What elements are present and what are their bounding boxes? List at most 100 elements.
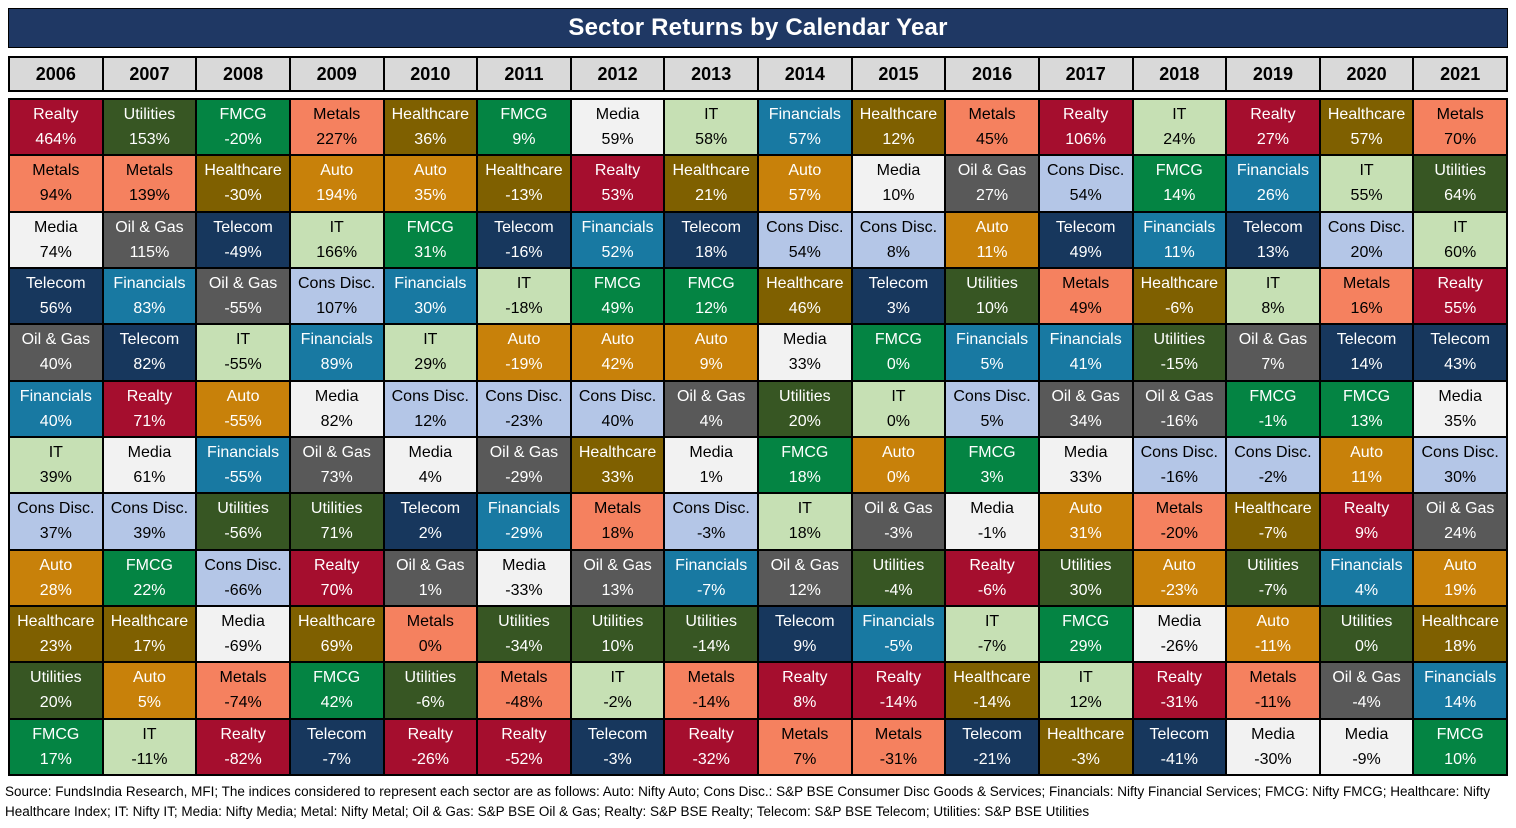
sector-cell: Healthcare -6%	[1133, 268, 1226, 324]
sector-return-value: 2%	[418, 525, 442, 543]
sector-name: Telecom	[1336, 331, 1397, 349]
sector-return-value: 54%	[1069, 187, 1102, 205]
sector-cell: Cons Disc. 40%	[571, 381, 664, 436]
sector-return-value: 20%	[1350, 243, 1383, 261]
sector-name: Utilities	[217, 500, 269, 518]
sector-cell: Realty 27%	[1227, 100, 1319, 155]
sector-cell: Realty 464%	[10, 100, 102, 155]
sector-cell: FMCG 3%	[946, 437, 1038, 493]
sector-name: Oil & Gas	[1145, 387, 1214, 405]
sector-name: Cons Disc.	[953, 387, 1031, 405]
sector-cell: FMCG -20%	[197, 100, 289, 155]
sector-cell: Metals -20%	[1133, 494, 1226, 549]
sector-name: IT	[235, 331, 251, 349]
sector-name: FMCG	[1249, 387, 1297, 405]
sector-name: Utilities	[1247, 556, 1299, 574]
sector-name: Healthcare	[859, 106, 938, 124]
sector-return-value: -5%	[884, 638, 913, 656]
sector-cell: Realty -82%	[197, 719, 289, 774]
sector-return-value: -56%	[224, 525, 262, 543]
sector-name: Realty	[594, 162, 641, 180]
sector-return-value: -11%	[131, 750, 168, 768]
sector-return-value: -48%	[505, 694, 543, 712]
sector-cell: Realty 55%	[1414, 268, 1506, 324]
sector-name: Telecom	[587, 725, 648, 743]
sector-return-value: 83%	[133, 300, 166, 318]
sector-name: Telecom	[213, 218, 273, 236]
sector-cell: Financials 26%	[1227, 156, 1319, 211]
sector-cell: Financials -7%	[665, 550, 757, 605]
sector-name: Healthcare	[766, 275, 844, 293]
sector-name: Realty	[314, 556, 360, 574]
sector-name: Cons Disc.	[672, 500, 750, 518]
sector-return-value: 10%	[601, 638, 634, 656]
sector-cell: Media 82%	[290, 381, 383, 436]
sector-return-value: 8%	[793, 694, 817, 712]
sector-return-value: -16%	[1160, 412, 1198, 430]
sector-return-value: 9%	[699, 356, 723, 374]
sector-name: Utilities	[498, 613, 550, 631]
sector-cell: Financials 30%	[384, 268, 477, 324]
sector-return-value: 20%	[39, 694, 72, 712]
sector-cell: FMCG -1%	[1227, 381, 1319, 436]
sector-cell: Utilities 10%	[571, 606, 664, 662]
sector-cell: FMCG 42%	[290, 663, 383, 718]
sector-cell: Auto 5%	[103, 663, 196, 718]
sector-name: Realty	[1437, 275, 1483, 293]
sector-cell: Healthcare -14%	[946, 663, 1038, 718]
sector-name: Oil & Gas	[864, 500, 933, 518]
sector-name: Telecom	[306, 725, 367, 743]
sector-cell: Cons Disc. 8%	[852, 212, 945, 267]
sector-cell: Auto 9%	[665, 325, 757, 380]
sector-name: Healthcare	[204, 162, 282, 180]
sector-return-value: 33%	[601, 469, 634, 487]
sector-name: IT	[329, 218, 344, 236]
sector-cell: Telecom 18%	[665, 212, 757, 267]
sector-cell: Oil & Gas 12%	[759, 550, 851, 605]
sector-cell: Oil & Gas -3%	[852, 494, 945, 549]
sector-cell: Oil & Gas 13%	[571, 550, 664, 605]
sector-return-value: 7%	[793, 750, 817, 768]
sector-cell: Utilities -56%	[197, 494, 289, 549]
sector-cell: Financials 41%	[1039, 325, 1132, 380]
sector-name: Utilities	[310, 500, 363, 518]
source-footnote-line1: Source: FundsIndia Research, MFI; The in…	[5, 784, 1491, 799]
sector-name: Media	[502, 556, 546, 574]
sector-name: Metals	[874, 725, 922, 743]
sector-name: Oil & Gas	[1238, 331, 1308, 349]
sector-return-value: 4%	[1355, 581, 1379, 599]
sector-cell: Utilities -34%	[478, 606, 570, 662]
sector-name: Cons Disc.	[391, 387, 469, 405]
sector-cell: IT -7%	[946, 606, 1038, 662]
sector-cell: Utilities -14%	[665, 606, 757, 662]
sector-cell: Oil & Gas 27%	[946, 156, 1038, 211]
sector-name: Cons Disc.	[859, 218, 938, 236]
sector-cell: Metals -74%	[197, 663, 289, 718]
sector-name: Cons Disc.	[1421, 444, 1499, 462]
sector-name: Realty	[1250, 106, 1296, 124]
sector-name: Realty	[33, 106, 79, 124]
sector-cell: Healthcare 23%	[10, 606, 102, 662]
sector-cell: Oil & Gas -4%	[1320, 663, 1413, 718]
sector-return-value: 5%	[137, 694, 161, 712]
sector-name: IT	[142, 725, 157, 743]
sector-cell: Telecom 49%	[1039, 212, 1132, 267]
sector-name: Media	[1344, 725, 1389, 743]
sector-name: Realty	[501, 725, 547, 743]
sector-cell: Telecom 9%	[759, 606, 851, 662]
year-header-cell: 2019	[1227, 58, 1319, 90]
sector-return-value: -19%	[505, 356, 543, 374]
sector-name: Media	[970, 500, 1014, 518]
sector-return-value: 40%	[39, 412, 72, 430]
sector-name: Telecom	[681, 218, 741, 236]
sector-return-value: -29%	[505, 525, 543, 543]
sector-cell: Utilities 153%	[103, 100, 196, 155]
sector-name: Financials	[19, 387, 92, 405]
sector-name: Telecom	[1430, 331, 1490, 349]
sector-cell: Auto -23%	[1133, 550, 1226, 605]
sector-cell: Oil & Gas 115%	[103, 212, 196, 267]
sector-return-value: 106%	[1065, 131, 1107, 149]
sector-return-value: -4%	[884, 581, 913, 599]
sector-return-value: -6%	[416, 694, 445, 712]
sector-name: Utilities	[1059, 556, 1112, 574]
